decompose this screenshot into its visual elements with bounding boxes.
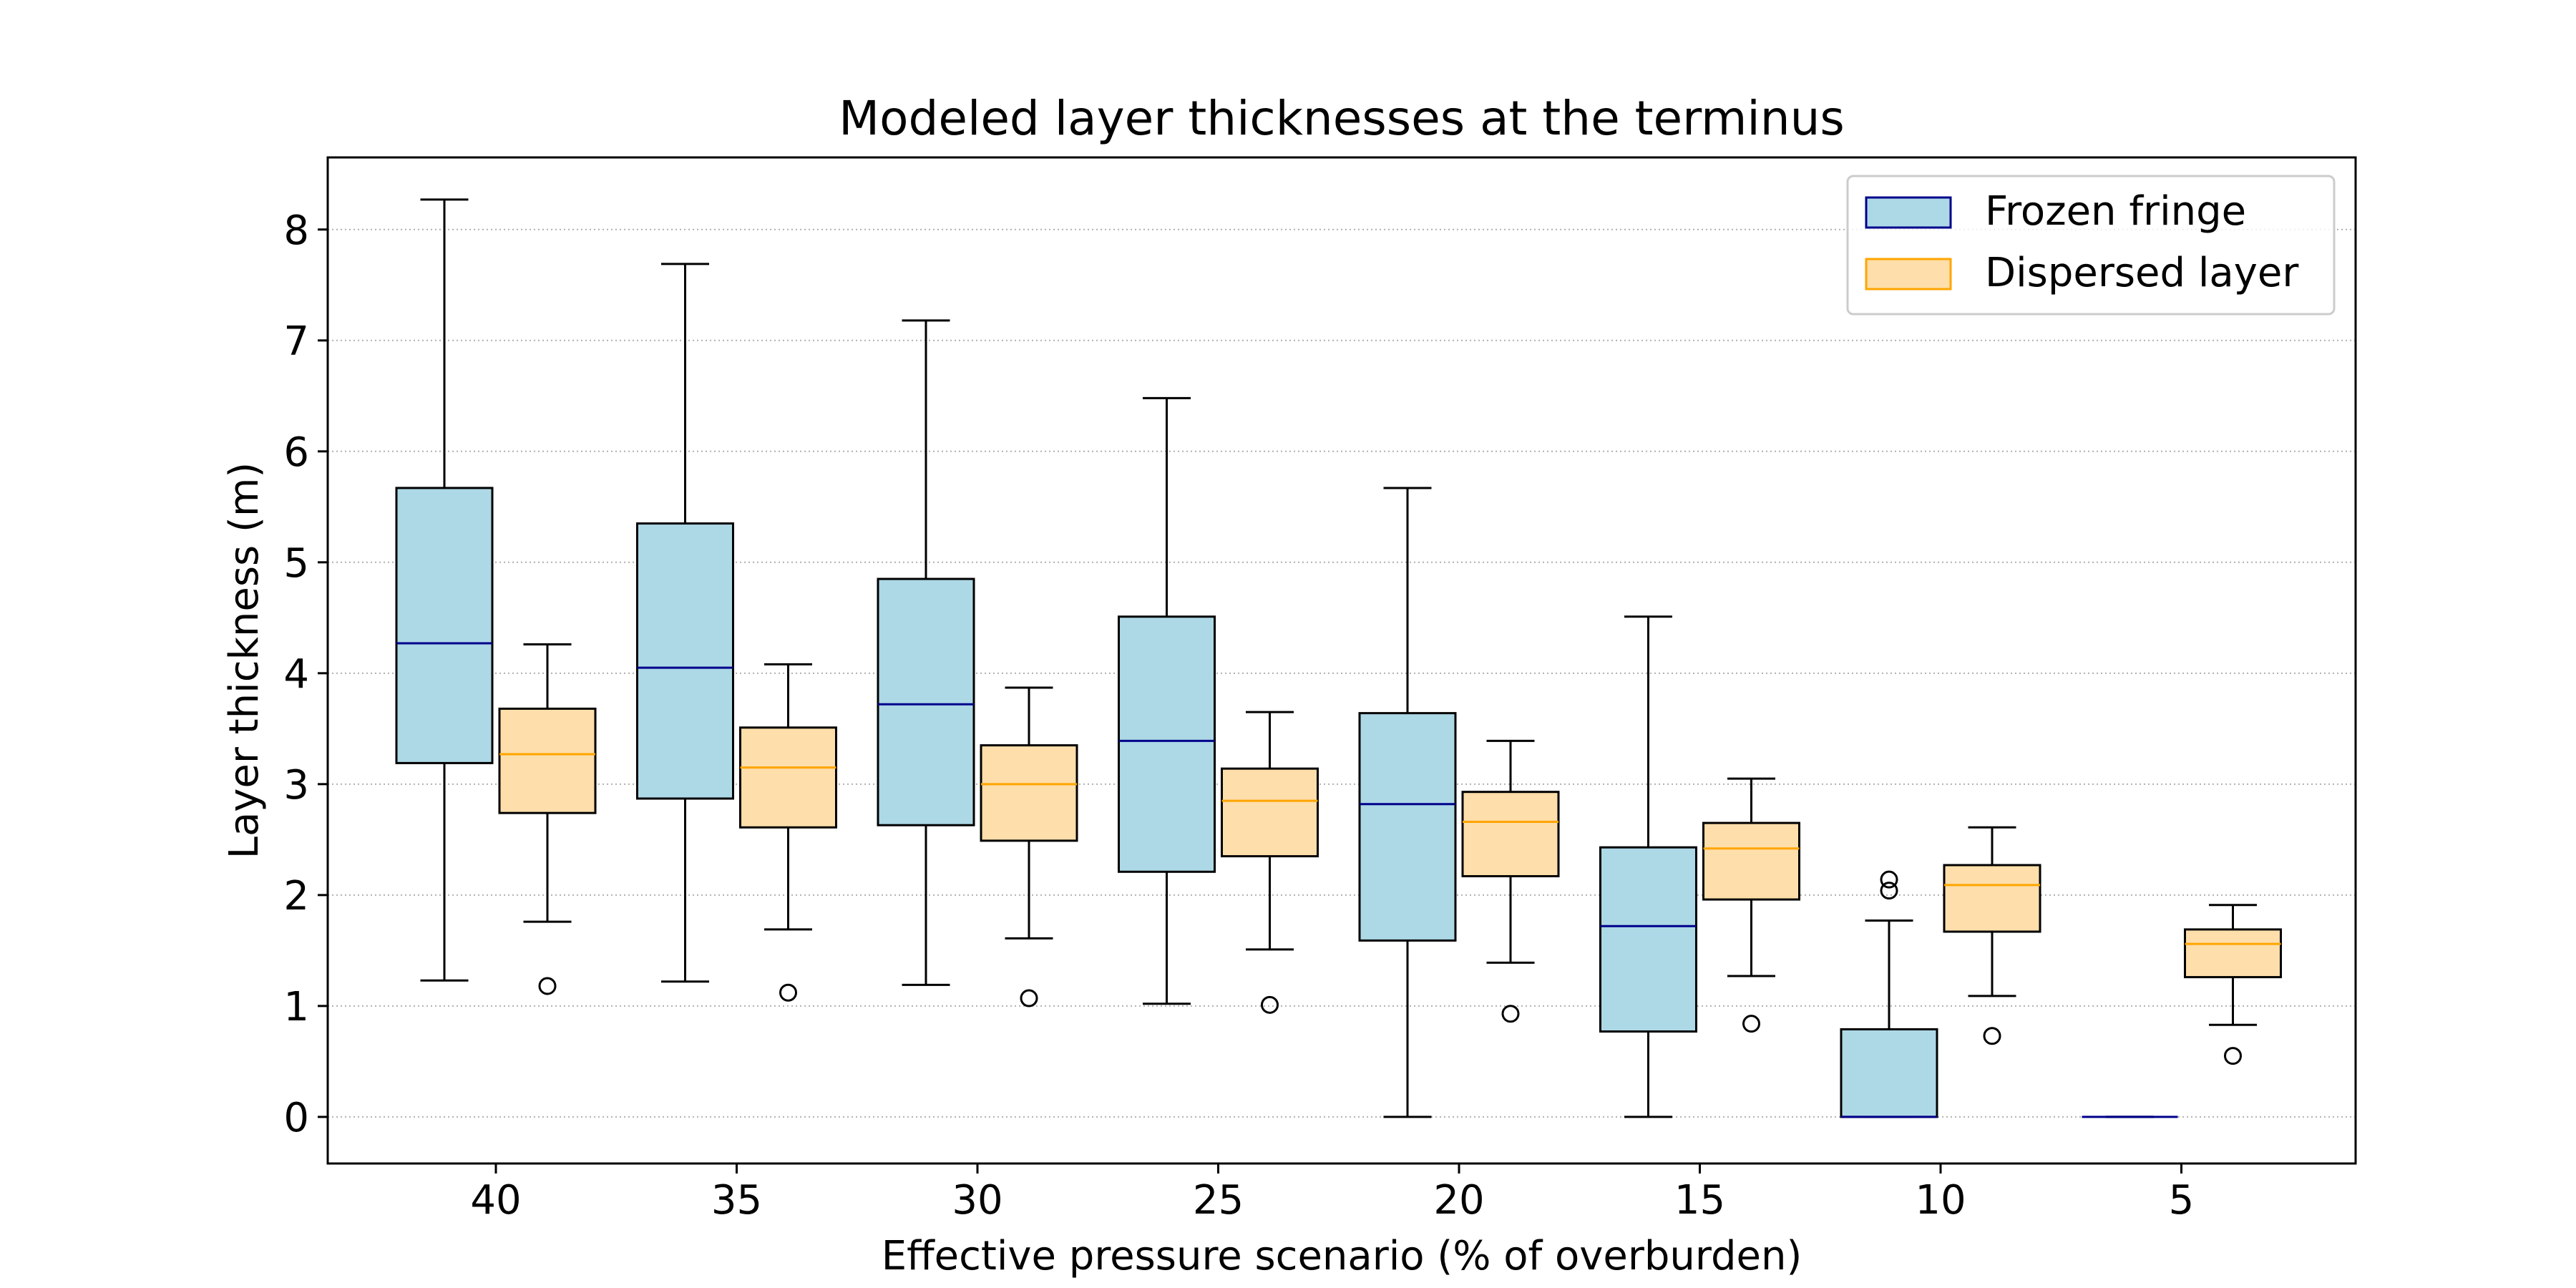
legend: Frozen fringe Dispersed layer [1846, 175, 2336, 316]
x-tick-label: 15 [1674, 1177, 1725, 1224]
y-tick-label: 2 [283, 873, 309, 919]
y-tick-label: 8 [283, 208, 309, 254]
box-iqr [877, 577, 975, 826]
outlier-point [779, 983, 797, 1002]
box-frozen-fringe [1358, 487, 1457, 1118]
x-axis-ticks: 40 35 30 25 20 15 10 5 [470, 1163, 2194, 1224]
box-iqr [1358, 712, 1457, 942]
box-iqr [2184, 928, 2282, 979]
box-iqr [395, 487, 494, 764]
y-tick-label: 7 [283, 318, 309, 365]
x-tick-label: 30 [952, 1177, 1002, 1224]
x-tick-label: 35 [711, 1177, 762, 1224]
outlier-point [1501, 1005, 1520, 1023]
box-iqr [739, 726, 837, 829]
y-tick-label: 5 [283, 540, 309, 587]
box-series [395, 198, 2282, 1118]
box-iqr [636, 522, 734, 800]
y-tick-label: 0 [283, 1095, 309, 1141]
outlier-point [1983, 1027, 2001, 1045]
box-dispersed-layer [2184, 904, 2282, 1065]
box-iqr [1221, 767, 1319, 858]
legend-swatch-dispersed-layer [1865, 258, 1952, 291]
y-tick-label: 6 [283, 429, 309, 476]
box-dispersed-layer [1943, 826, 2041, 1045]
outlier-point [1261, 995, 1279, 1014]
box-iqr [1840, 1028, 1938, 1118]
plot-frame [326, 156, 2357, 1165]
outlier-point [1020, 989, 1038, 1008]
outlier-point [538, 977, 557, 995]
legend-label-frozen-fringe: Frozen fringe [1985, 188, 2246, 235]
box-iqr [1461, 791, 1560, 878]
y-axis-label: Layer thickness (m) [221, 462, 268, 859]
box-iqr [1702, 821, 1800, 901]
box-iqr [1118, 615, 1216, 873]
box-iqr [1599, 846, 1697, 1033]
box-dispersed-layer [1702, 777, 1800, 1033]
y-tick-label: 1 [283, 984, 309, 1030]
box-iqr [1943, 864, 2041, 933]
x-tick-label: 10 [1915, 1177, 1966, 1224]
x-tick-label: 20 [1433, 1177, 1484, 1224]
x-axis-label: Effective pressure scenario (% of overbu… [882, 1233, 1802, 1279]
grid-lines [328, 228, 2356, 1118]
chart-title: Modeled layer thicknesses at the terminu… [839, 91, 1845, 146]
x-tick-label: 40 [470, 1177, 521, 1224]
y-tick-label: 4 [283, 651, 309, 698]
box-dispersed-layer [980, 686, 1078, 1008]
legend-label-dispersed-layer: Dispersed layer [1985, 250, 2299, 296]
x-tick-label: 5 [2169, 1177, 2195, 1224]
box-frozen-fringe [1599, 615, 1697, 1118]
y-tick-label: 3 [283, 762, 309, 809]
outlier-point [1742, 1015, 1760, 1033]
outlier-point [1880, 870, 1898, 889]
x-tick-label: 25 [1193, 1177, 1244, 1224]
box-frozen-fringe [636, 263, 734, 983]
box-frozen-fringe [1840, 870, 1938, 1118]
outlier-point [2224, 1047, 2242, 1065]
box-frozen-fringe [877, 319, 975, 986]
legend-frame [1846, 175, 2336, 316]
box-frozen-fringe [395, 198, 494, 982]
box-iqr [980, 744, 1078, 842]
box-dispersed-layer [1461, 739, 1560, 1023]
box-dispersed-layer [739, 663, 837, 1002]
outlier-point [1880, 882, 1898, 900]
box-dispersed-layer [1221, 711, 1319, 1014]
y-axis-ticks: 0 1 2 3 4 5 6 7 8 [283, 208, 328, 1141]
box-dispersed-layer [498, 643, 597, 995]
box-frozen-fringe [1118, 396, 1216, 1005]
box-iqr [498, 707, 597, 814]
legend-swatch-frozen-fringe [1865, 196, 1952, 229]
